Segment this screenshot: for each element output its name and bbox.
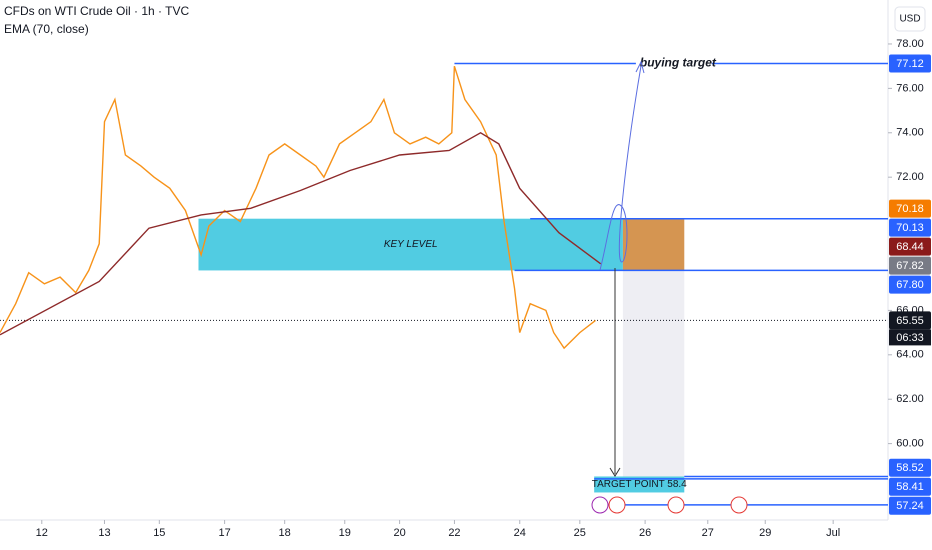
- price-line: [0, 65, 596, 350]
- price-badge-label: 77.12: [896, 58, 924, 70]
- target-zone: [622, 270, 685, 477]
- ema-line: [0, 131, 602, 336]
- price-badge: [889, 458, 931, 477]
- x-tick-label: 12: [36, 527, 48, 539]
- countdown: 06:33: [896, 332, 924, 344]
- target-label: TARGET POINT 58.4: [592, 479, 687, 490]
- x-tick-label: 27: [702, 527, 714, 539]
- x-tick-label: 17: [218, 527, 230, 539]
- price-badge-label: 68.44: [896, 241, 924, 253]
- y-tick-label: 64.00: [896, 349, 924, 361]
- price-badge-label: 67.80: [896, 279, 924, 291]
- event-icon[interactable]: [591, 496, 609, 514]
- x-tick-label: 25: [574, 527, 586, 539]
- key-level-box: [198, 218, 623, 271]
- plot: KEY LEVEL TARGET POINT 58.4 buying target: [0, 55, 888, 506]
- currency[interactable]: USD: [899, 14, 920, 25]
- x-tick-label: 19: [339, 527, 351, 539]
- price-badge: [889, 477, 931, 496]
- price-badge: [889, 275, 931, 294]
- x-tick-label: Jul: [826, 527, 840, 539]
- event-icon[interactable]: [730, 496, 748, 514]
- x-tick-label: 24: [514, 527, 526, 539]
- key-level-label: KEY LEVEL: [384, 239, 438, 250]
- price-badge-label: 58.41: [896, 481, 924, 493]
- buying-target-bg: [635, 55, 712, 72]
- price-badge-label: 70.13: [896, 222, 924, 234]
- y-tick-label: 60.00: [896, 438, 924, 450]
- y-tick-label: 62.00: [896, 393, 924, 405]
- y-tick-label: 74.00: [896, 127, 924, 139]
- target-box: [594, 476, 685, 493]
- x-tick-label: 29: [759, 527, 771, 539]
- price-badge: [889, 496, 931, 515]
- price-badge: [889, 54, 931, 73]
- x-tick-label: 22: [448, 527, 460, 539]
- price-badge-label: 67.82: [896, 260, 924, 272]
- y-tick-label: 76.00: [896, 82, 924, 94]
- price-badge-label: 57.24: [896, 500, 924, 512]
- indicator-label: EMA (70, close): [4, 22, 89, 36]
- y-tick-label: 78.00: [896, 38, 924, 50]
- buy-arrow: [599, 65, 642, 271]
- x-tick-label: 20: [393, 527, 405, 539]
- x-tick-label: 13: [98, 527, 110, 539]
- entry-box: [622, 218, 685, 271]
- price-badge: [889, 256, 931, 275]
- event-icon[interactable]: [608, 496, 626, 514]
- y-tick-label: 72.00: [896, 171, 924, 183]
- chart-title: CFDs on WTI Crude Oil · 1h · TVC: [4, 4, 189, 18]
- event-icon[interactable]: [667, 496, 685, 514]
- price-badge: [889, 311, 931, 330]
- x-tick-label: 15: [153, 527, 165, 539]
- price-badge-label: 65.55: [896, 315, 924, 327]
- price-badge-label: 70.18: [896, 203, 924, 215]
- buying-target-label: buying target: [640, 56, 717, 70]
- down-arrow-head: [609, 467, 621, 477]
- x-tick-label: 18: [279, 527, 291, 539]
- x-tick-label: 26: [639, 527, 651, 539]
- price-badge: [889, 237, 931, 256]
- currency-button[interactable]: [894, 6, 926, 32]
- price-badge: [889, 218, 931, 237]
- price-badge-label: 58.52: [896, 462, 924, 474]
- buy-arrow-head: [635, 60, 645, 74]
- countdown-badge: [889, 329, 931, 346]
- price-badge: [889, 199, 931, 218]
